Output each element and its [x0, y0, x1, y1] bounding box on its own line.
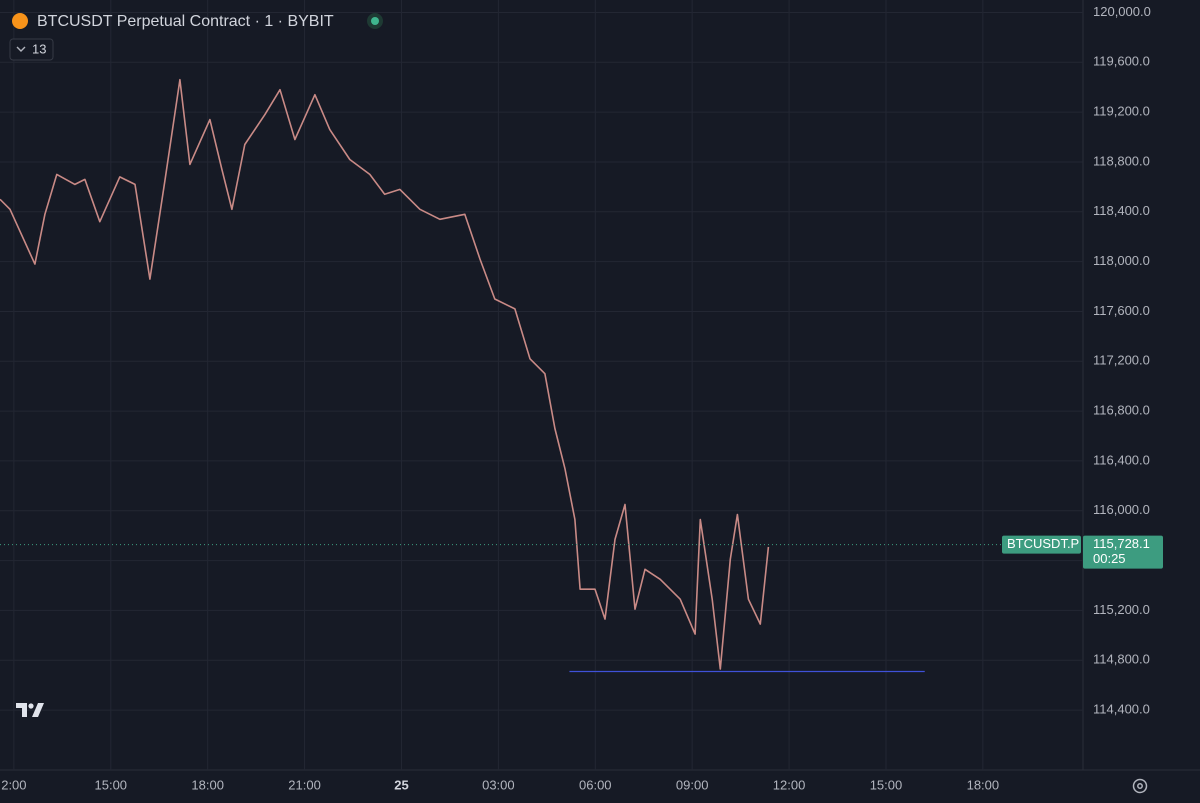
x-tick-label: 25 — [394, 777, 408, 792]
countdown-label: 00:25 — [1093, 551, 1126, 566]
last-price-box — [1083, 535, 1163, 569]
y-tick-label: 116,400.0 — [1093, 452, 1150, 467]
tradingview-logo — [16, 703, 44, 717]
x-tick-label: 15:00 — [870, 777, 903, 792]
y-tick-label: 116,000.0 — [1093, 502, 1150, 517]
y-tick-label: 114,400.0 — [1093, 702, 1150, 717]
y-tick-label: 119,200.0 — [1093, 104, 1150, 119]
y-tick-label: 118,000.0 — [1093, 253, 1150, 268]
x-tick-label: 2:00 — [1, 777, 26, 792]
x-tick-label: 18:00 — [191, 777, 224, 792]
indicator-value: 13 — [32, 41, 46, 56]
y-tick-label: 119,600.0 — [1093, 54, 1150, 69]
y-tick-label: 118,400.0 — [1093, 203, 1150, 218]
status-dot — [371, 17, 379, 25]
y-tick-label: 116,800.0 — [1093, 403, 1150, 418]
y-tick-label: 115,200.0 — [1093, 602, 1150, 617]
symbol-label-box — [1002, 535, 1081, 554]
y-tick-label: 114,800.0 — [1093, 652, 1150, 667]
y-tick-label: 118,800.0 — [1093, 153, 1150, 168]
indicator-toggle[interactable] — [9, 38, 54, 61]
last-price-label: 115,728.1 — [1093, 536, 1150, 551]
x-tick-label: 09:00 — [676, 777, 709, 792]
settings-icon[interactable] — [1132, 778, 1148, 794]
x-tick-label: 06:00 — [579, 777, 612, 792]
symbol-label: BTCUSDT.P — [1007, 536, 1079, 551]
y-tick-label: 117,200.0 — [1093, 353, 1150, 368]
y-tick-label: 120,000.0 — [1093, 4, 1151, 19]
chevron-icon — [16, 46, 26, 52]
plot-area — [0, 0, 1083, 770]
x-tick-label: 03:00 — [482, 777, 515, 792]
price-line — [0, 78, 770, 670]
chart-title: BTCUSDT Perpetual Contract · 1 · BYBIT — [37, 13, 334, 30]
x-tick-label: 15:00 — [95, 777, 128, 792]
y-tick-label: 117,600.0 — [1093, 303, 1150, 318]
x-tick-label: 12:00 — [773, 777, 806, 792]
x-tick-label: 21:00 — [288, 777, 321, 792]
coin-icon — [12, 13, 28, 29]
x-tick-label: 18:00 — [967, 777, 1000, 792]
